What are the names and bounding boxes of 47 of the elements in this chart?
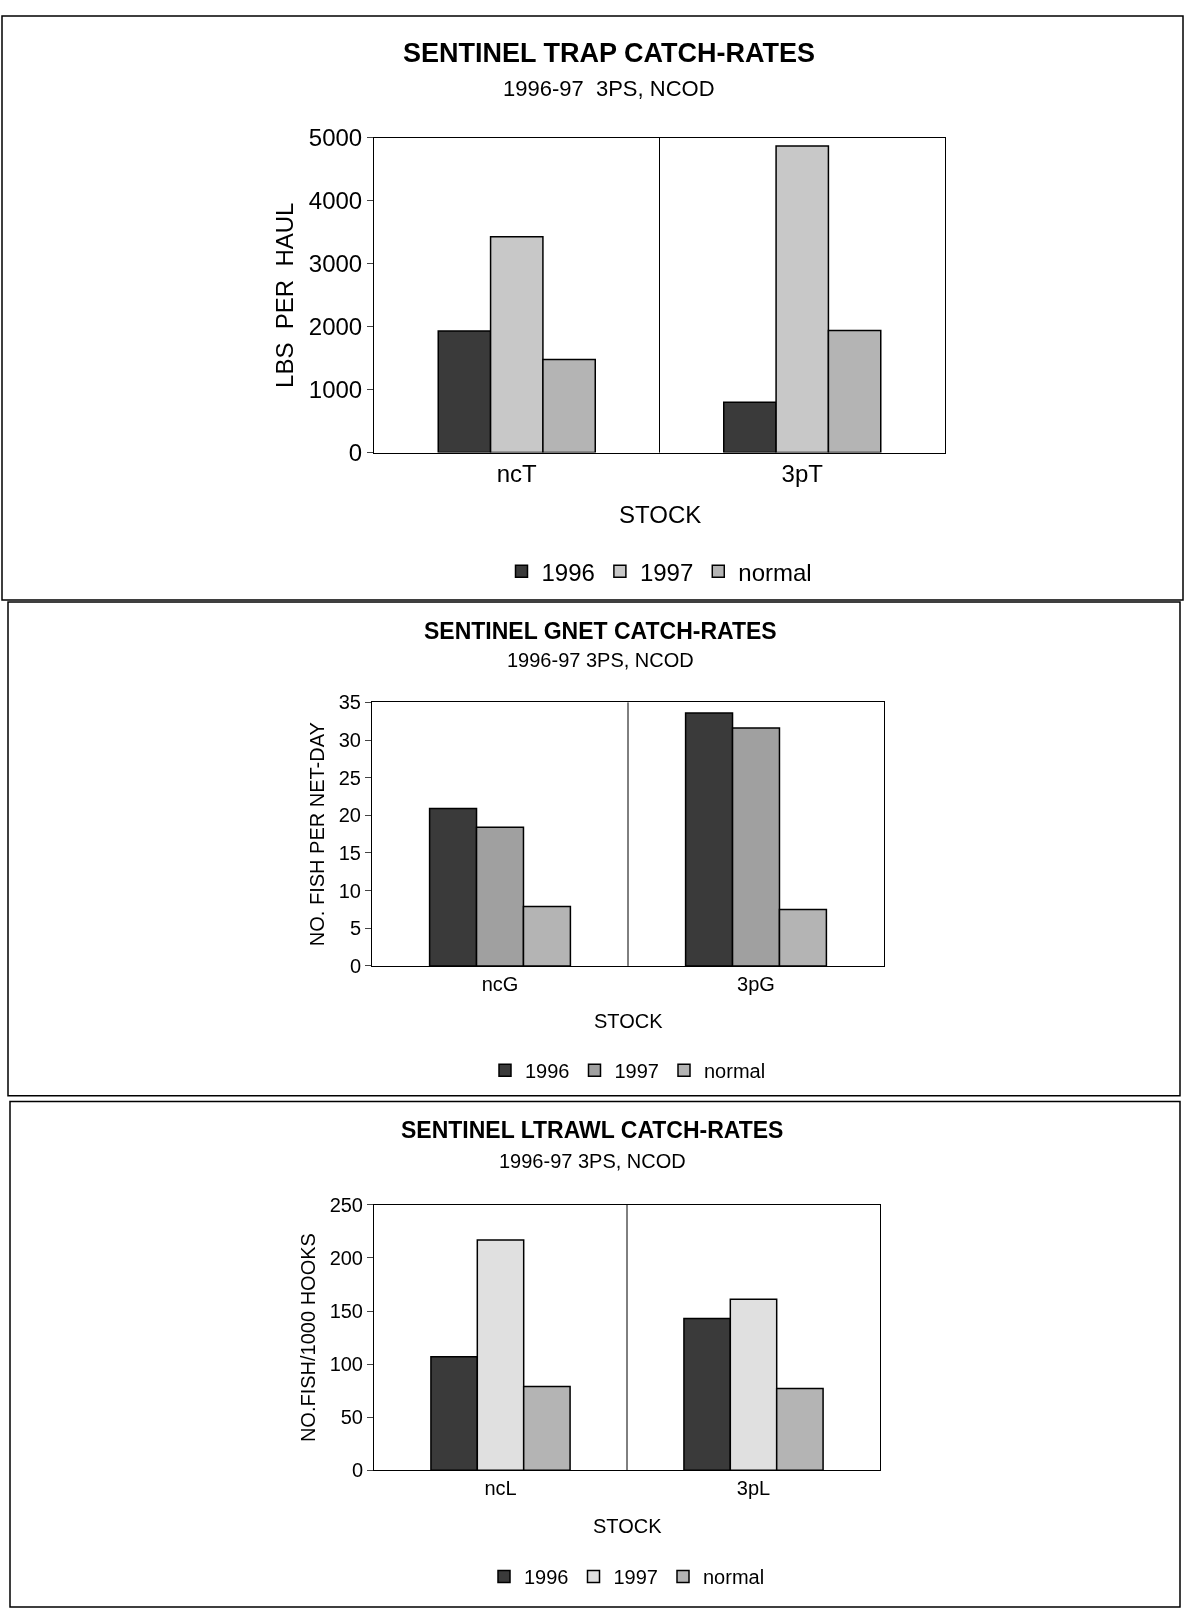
x-tick-label: ncG xyxy=(481,972,519,995)
y-tick-label: 30 xyxy=(338,729,361,751)
y-tick-label: 5000 xyxy=(308,124,363,152)
y-tick-label: 10 xyxy=(338,879,361,902)
legend-label: normal xyxy=(704,1059,766,1082)
y-axis-title: LBS PER HAUL xyxy=(270,202,298,388)
y-tick-label: 15 xyxy=(338,841,361,864)
y-tick-label: 200 xyxy=(329,1246,363,1269)
legend-label: 1997 xyxy=(614,1059,659,1082)
chart-title: SENTINEL LTRAWL CATCH-RATES xyxy=(401,1117,784,1143)
y-axis-title: NO.FISH/1000 HOOKS xyxy=(297,1233,320,1443)
y-tick-label: 150 xyxy=(329,1300,363,1323)
y-tick-label: 250 xyxy=(329,1193,363,1216)
chart-subtitle: 1996-97 3PS, NCOD xyxy=(499,1150,686,1172)
y-tick-label: 100 xyxy=(329,1353,363,1376)
chart-title: SENTINEL TRAP CATCH-RATES xyxy=(403,38,816,68)
y-tick-label: 25 xyxy=(338,766,361,789)
y-tick-label: 35 xyxy=(338,691,361,714)
y-tick-label: 2000 xyxy=(308,313,363,341)
y-tick-label: 4000 xyxy=(308,187,363,215)
y-tick-label: 0 xyxy=(351,1459,363,1482)
x-tick-label: ncL xyxy=(484,1477,517,1500)
y-tick-label: 20 xyxy=(338,804,361,827)
legend-label: 1996 xyxy=(525,1059,570,1082)
x-tick-label: 3pL xyxy=(736,1477,771,1500)
y-axis-title: NO. FISH PER NET-DAY xyxy=(306,722,329,947)
x-axis-title: STOCK xyxy=(593,1515,663,1537)
x-tick-label: 3pG xyxy=(737,972,775,995)
y-tick-label: 50 xyxy=(340,1406,363,1429)
y-tick-label: 0 xyxy=(348,438,363,466)
legend-label: 1997 xyxy=(639,558,694,586)
y-tick-label: 0 xyxy=(349,954,361,977)
legend-label: 1996 xyxy=(524,1566,569,1589)
legend-label: normal xyxy=(738,558,812,586)
y-tick-label: 5 xyxy=(349,917,361,940)
chart-subtitle: 1996-97 3PS, NCOD xyxy=(507,649,694,671)
legend-label: 1997 xyxy=(613,1566,658,1589)
y-tick-label: 1000 xyxy=(308,376,363,404)
y-tick-label: 3000 xyxy=(308,250,363,278)
x-axis-title: STOCK xyxy=(594,1010,664,1032)
x-axis-title: STOCK xyxy=(619,501,702,528)
chart-title: SENTINEL GNET CATCH-RATES xyxy=(424,618,777,644)
chart-subtitle: 1996-97 3PS, NCOD xyxy=(503,76,715,101)
x-tick-label: ncT xyxy=(496,460,538,488)
legend-label: normal xyxy=(703,1566,765,1589)
legend-label: 1996 xyxy=(541,558,595,586)
x-tick-label: 3pT xyxy=(781,460,824,488)
